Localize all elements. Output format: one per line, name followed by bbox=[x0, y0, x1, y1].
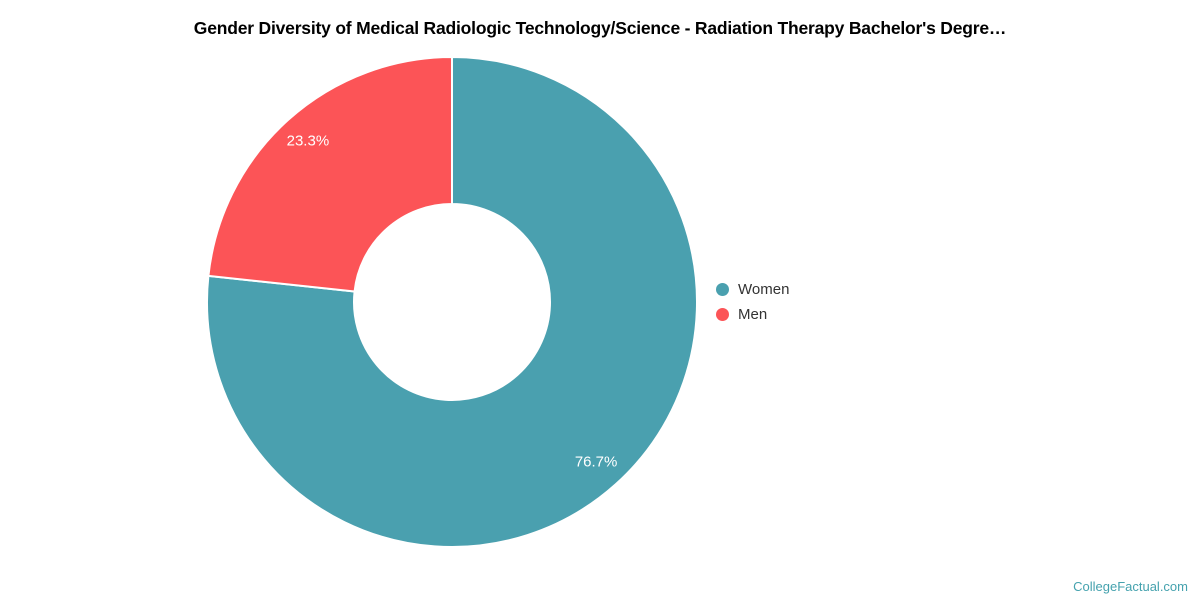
slice-label-women: 76.7% bbox=[575, 453, 618, 470]
legend-item-women[interactable]: Women bbox=[716, 277, 789, 302]
legend-swatch-icon bbox=[716, 283, 729, 296]
legend-swatch-icon bbox=[716, 308, 729, 321]
watermark-link[interactable]: CollegeFactual.com bbox=[1073, 579, 1188, 594]
legend: Women Men bbox=[716, 277, 789, 327]
legend-item-men[interactable]: Men bbox=[716, 302, 789, 327]
pie-slice-women[interactable] bbox=[206, 56, 698, 548]
legend-label: Men bbox=[738, 306, 768, 323]
legend-label: Women bbox=[738, 281, 790, 298]
slice-label-men: 23.3% bbox=[287, 133, 330, 150]
chart-title: Gender Diversity of Medical Radiologic T… bbox=[193, 18, 1007, 38]
pie-slice-men[interactable] bbox=[207, 56, 453, 293]
